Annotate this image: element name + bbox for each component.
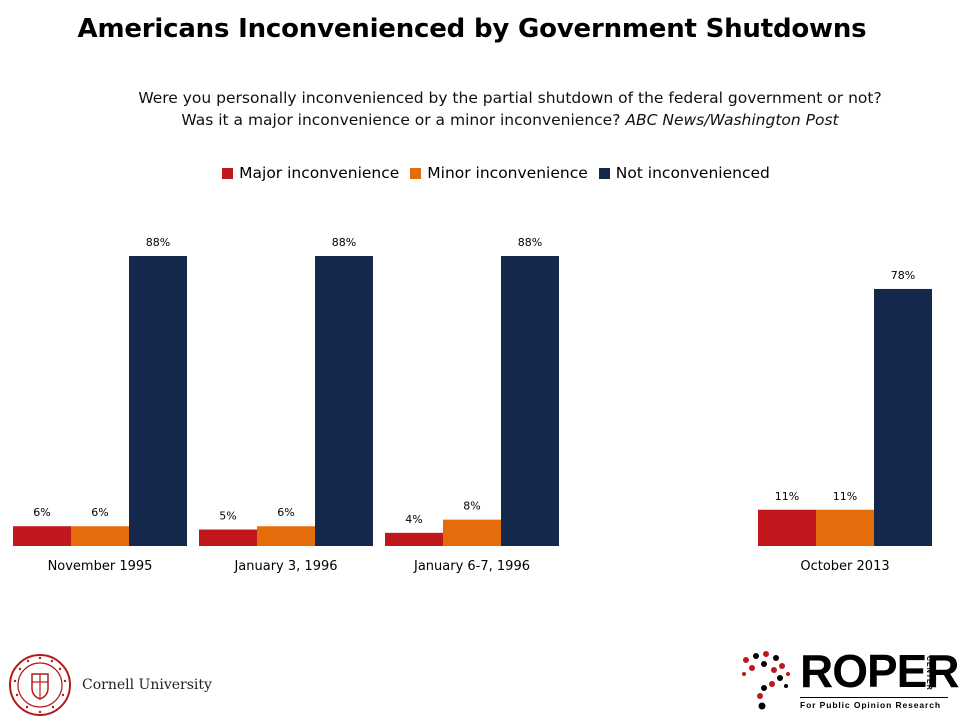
bar-not-inconvenienced-november-1995 [129,256,187,546]
data-label-minor-inconvenience-october-2013: 11% [833,490,857,503]
question-source: ABC News/Washington Post [625,111,839,129]
data-label-minor-inconvenience-january-6-7-1996: 8% [463,500,480,513]
question-line-1: Were you personally inconvenienced by th… [138,89,882,107]
legend-swatch-minor [410,168,422,179]
bar-major-inconvenience-january-3-1996 [199,529,257,546]
data-label-major-inconvenience-october-2013: 11% [775,490,799,503]
question-line-2-text: Was it a major inconvenience or a minor … [181,111,621,129]
roper-tagline: For Public Opinion Research [800,700,941,710]
legend-item-minor: Minor inconvenience [410,164,588,182]
x-tick-label-october-2013: October 2013 [800,559,889,574]
bar-major-inconvenience-november-1995 [13,526,71,546]
x-tick-label-november-1995: November 1995 [48,559,153,574]
bar-major-inconvenience-january-6-7-1996 [385,532,443,546]
bar-not-inconvenienced-october-2013 [874,288,932,546]
x-tick-label-january-6-7-1996: January 6-7, 1996 [413,559,530,574]
roper-dots-icon [742,651,790,710]
legend-label-minor: Minor inconvenience [427,164,588,182]
data-label-not-inconvenienced-january-3-1996: 88% [332,236,356,249]
chart-legend: Major inconvenience Minor inconvenience … [0,164,960,182]
data-label-not-inconvenienced-october-2013: 78% [891,269,915,282]
data-label-major-inconvenience-november-1995: 6% [33,506,50,519]
legend-item-not: Not inconvenienced [598,164,770,182]
bar-minor-inconvenience-january-6-7-1996 [443,519,501,546]
data-label-major-inconvenience-january-3-1996: 5% [219,510,236,523]
legend-swatch-not [598,168,610,179]
cornell-university-name: Cornell University [82,677,212,693]
data-label-not-inconvenienced-january-6-7-1996: 88% [518,236,542,249]
legend-item-major: Major inconvenience [222,164,399,182]
bar-chart: 6% 6% 88% November 1995 5% 6% 88% January 3, 19… [13,236,932,574]
data-label-major-inconvenience-january-6-7-1996: 4% [405,513,422,526]
cornell-seal-icon [9,654,71,716]
bar-not-inconvenienced-january-6-7-1996 [501,256,559,546]
data-label-minor-inconvenience-november-1995: 6% [91,506,108,519]
chart-title: Americans Inconvenienced by Government S… [77,14,867,44]
legend-swatch-major [222,168,234,179]
bar-minor-inconvenience-january-3-1996 [257,526,315,546]
legend-label-not: Not inconvenienced [615,164,770,182]
x-tick-label-january-3-1996: January 3, 1996 [233,559,337,574]
legend-label-major: Major inconvenience [239,164,400,182]
roper-rule [800,697,948,698]
question-line-2: Was it a major inconvenience or a minor … [130,109,890,131]
bar-minor-inconvenience-october-2013 [816,509,874,546]
data-label-not-inconvenienced-november-1995: 88% [146,236,170,249]
chart-subtitle: Were you personally inconvenienced by th… [130,87,890,131]
roper-center-label: CENTER [925,656,932,691]
roper-wordmark: ROPER [800,645,960,697]
bar-major-inconvenience-october-2013 [758,509,816,546]
bar-minor-inconvenience-november-1995 [71,526,129,546]
data-label-minor-inconvenience-january-3-1996: 6% [277,506,294,519]
bar-not-inconvenienced-january-3-1996 [315,256,373,546]
